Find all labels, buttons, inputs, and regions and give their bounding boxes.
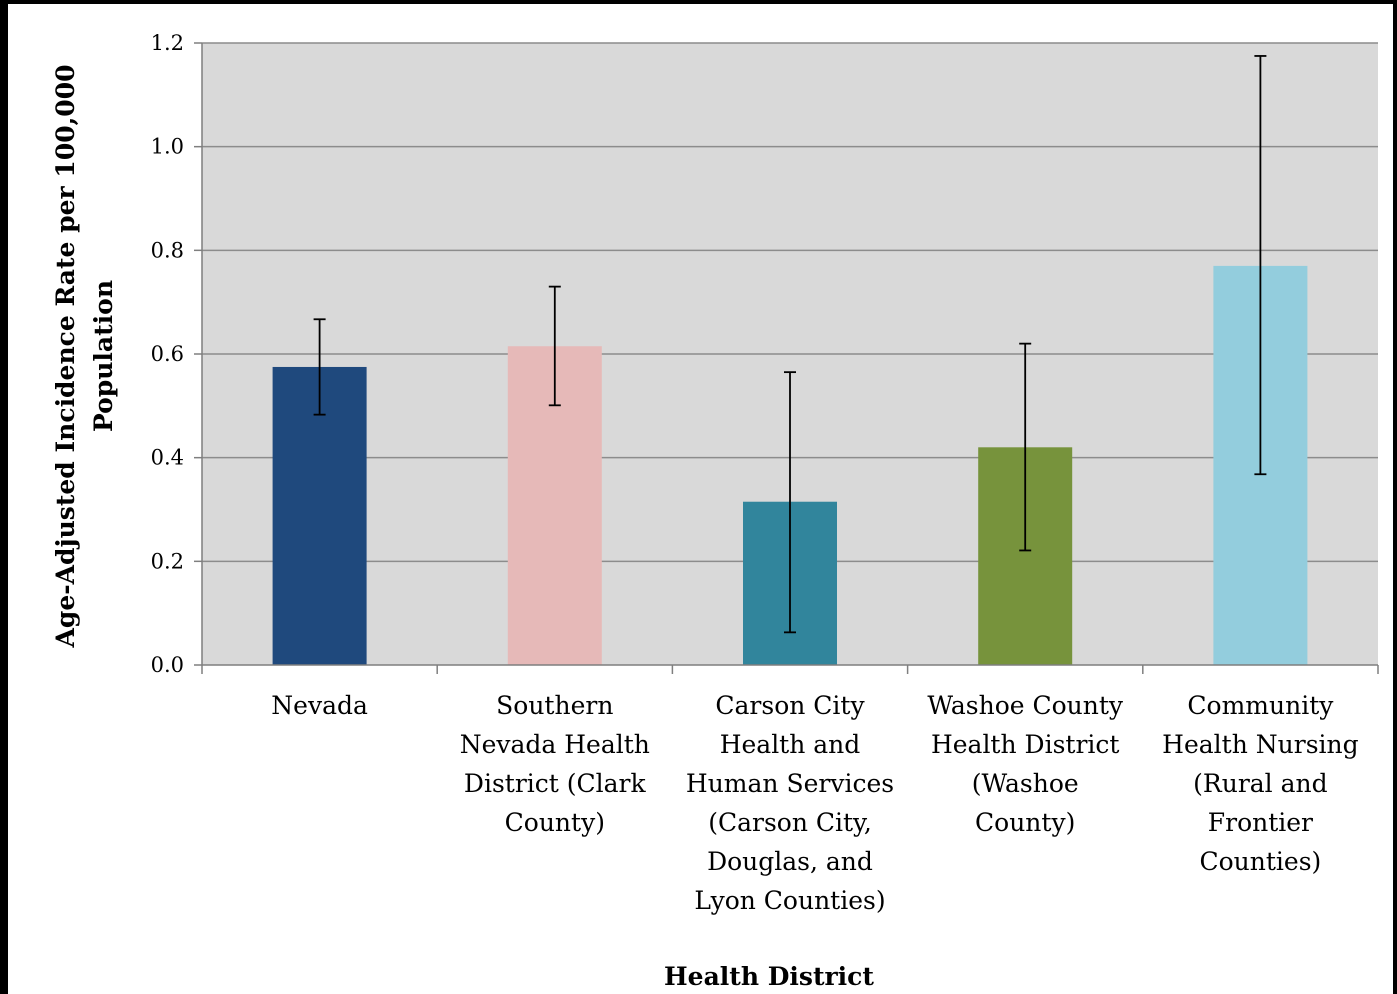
error-bar <box>1019 342 1032 552</box>
x-axis-title: Health District <box>664 962 874 991</box>
error-bar <box>548 285 561 407</box>
y-tick-label: 0.8 <box>151 238 184 262</box>
y-tick-label: 0.2 <box>151 549 184 573</box>
bar <box>272 366 367 665</box>
y-axis-title-text: Age-Adjusted Incidence Rate per 100,000 P… <box>51 65 118 649</box>
error-bar <box>784 371 796 634</box>
x-category-label: Community Health Nursing (Rural and Frontie… <box>1162 691 1358 876</box>
x-category-label: Carson City Health and Human Services (Cars… <box>686 691 894 915</box>
error-bar <box>1254 55 1267 476</box>
y-tick-label: 0.0 <box>151 653 184 677</box>
y-tick-label: 1.2 <box>151 31 184 55</box>
y-axis-title: Age-Adjusted Incidence Rate per 100,000 P… <box>51 65 118 649</box>
x-category-label: Washoe County Health District (Washoe Count… <box>927 691 1124 837</box>
x-category-label: Southern Nevada Health District (Clark Coun… <box>460 691 650 837</box>
y-tick-label: 1.0 <box>151 135 184 159</box>
y-tick-label: 0.6 <box>151 342 184 366</box>
error-bar <box>313 318 326 416</box>
x-category-label: Nevada <box>271 691 368 720</box>
y-tick-label: 0.4 <box>151 446 184 470</box>
